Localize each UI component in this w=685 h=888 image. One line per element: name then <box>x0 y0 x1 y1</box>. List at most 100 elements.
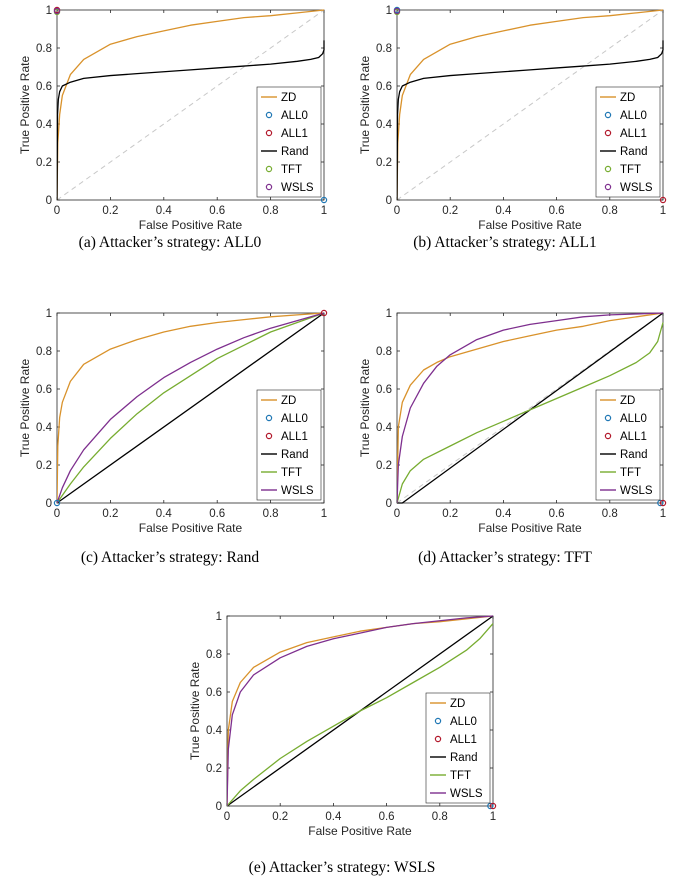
panel-caption: (d) Attacker’s strategy: TFT <box>418 549 592 566</box>
y-tick-label: 0.8 <box>376 43 392 55</box>
x-axis-label: False Positive Rate <box>478 218 582 232</box>
x-tick-label: 0.6 <box>209 508 225 520</box>
series-point-all0 <box>320 196 328 204</box>
legend-label-tft: TFT <box>620 467 641 479</box>
chart-panel-2: 0 0.2 0.4 0.6 0.8 1 0 0.2 0.4 0.6 0.8 1 False Positi… <box>358 5 666 251</box>
legend-label-all1: ALL1 <box>281 431 308 443</box>
chance-diagonal <box>56 9 325 201</box>
x-tick-label: 0.4 <box>495 508 512 520</box>
legend-box <box>256 86 322 198</box>
legend: ZD ALL0 ALL1 Rand TFT WSLS <box>256 86 322 198</box>
x-tick-label: 0.4 <box>156 508 173 520</box>
legend-label-tft: TFT <box>281 164 302 176</box>
legend-label-all1: ALL1 <box>620 431 647 443</box>
y-tick-label: 0.6 <box>376 384 392 396</box>
legend-label-zd: ZD <box>281 395 296 407</box>
series-point-all1 <box>320 309 328 317</box>
series-line-rand <box>397 40 664 201</box>
chart-panel-3: 0 0.2 0.4 0.6 0.8 1 0 0.2 0.4 0.6 0.8 1 False Positi… <box>18 308 327 566</box>
legend-swatch-all1 <box>604 432 612 440</box>
legend-swatch-all0 <box>434 717 442 725</box>
y-tick-label: 0.8 <box>206 649 222 661</box>
series-line-zd <box>397 9 664 201</box>
legend-label-zd: ZD <box>450 698 465 710</box>
legend-label-all0: ALL0 <box>620 413 647 425</box>
y-tick-label: 0.6 <box>36 81 52 93</box>
x-tick-label: 0 <box>54 205 60 217</box>
x-axis-label: False Positive Rate <box>478 521 582 535</box>
legend-label-tft: TFT <box>620 164 641 176</box>
plot-area <box>57 312 325 504</box>
x-tick-label: 0.4 <box>495 205 512 217</box>
y-tick-label: 0.2 <box>376 157 392 169</box>
x-axis-label: False Positive Rate <box>139 218 243 232</box>
x-tick-label: 1 <box>660 508 666 520</box>
legend: ZD ALL0 ALL1 Rand TFT WSLS <box>425 692 491 804</box>
chance-diagonal <box>396 9 664 201</box>
legend-swatch-wsls <box>265 183 273 191</box>
x-tick-label: 1 <box>660 205 666 217</box>
legend-label-wsls: WSLS <box>281 182 314 194</box>
y-tick-label: 1 <box>46 308 52 320</box>
legend-label-tft: TFT <box>450 770 471 782</box>
legend-box <box>595 389 661 501</box>
y-tick-label: 1 <box>216 611 222 623</box>
panel-caption: (b) Attacker’s strategy: ALL1 <box>413 234 597 251</box>
legend-label-wsls: WSLS <box>620 485 653 497</box>
chart-panel-5: 0 0.2 0.4 0.6 0.8 1 0 0.2 0.4 0.6 0.8 1 False Positi… <box>188 611 496 876</box>
x-tick-label: 1 <box>490 811 496 823</box>
chart-panel-1: 0 0.2 0.4 0.6 0.8 1 0 0.2 0.4 0.6 0.8 1 False Positi… <box>18 5 327 251</box>
y-tick-label: 0.8 <box>376 346 392 358</box>
legend: ZD ALL0 ALL1 Rand TFT WSLS <box>595 86 661 198</box>
y-tick-label: 0.6 <box>36 384 52 396</box>
x-tick-label: 0.2 <box>442 508 458 520</box>
y-tick-label: 0.4 <box>206 725 223 737</box>
legend-swatch-all1 <box>604 129 612 137</box>
legend-label-all0: ALL0 <box>281 110 308 122</box>
legend-swatch-tft <box>265 165 273 173</box>
x-tick-label: 0.2 <box>442 205 458 217</box>
y-tick-label: 0.4 <box>376 119 393 131</box>
series-line-rand <box>397 312 664 504</box>
x-tick-label: 0 <box>224 811 230 823</box>
series-point-all1 <box>659 499 667 507</box>
y-tick-label: 0 <box>386 498 392 510</box>
y-tick-label: 0.2 <box>206 763 222 775</box>
y-axis-label: True Positive Rate <box>18 56 32 155</box>
y-tick-label: 0 <box>46 498 52 510</box>
x-tick-label: 0.6 <box>549 205 565 217</box>
plot-area <box>397 312 664 504</box>
x-axis-label: False Positive Rate <box>139 521 243 535</box>
legend-label-all0: ALL0 <box>281 413 308 425</box>
x-tick-label: 0.6 <box>209 205 225 217</box>
x-tick-label: 0.2 <box>102 205 118 217</box>
legend-label-rand: Rand <box>281 146 309 158</box>
legend-label-zd: ZD <box>281 92 296 104</box>
x-tick-label: 0.4 <box>325 811 342 823</box>
x-tick-label: 0.6 <box>379 811 395 823</box>
plot-area <box>57 9 325 201</box>
series-point-all0 <box>657 499 664 507</box>
legend-swatch-all0 <box>265 111 273 119</box>
y-tick-label: 1 <box>386 5 392 17</box>
x-tick-label: 0.2 <box>272 811 288 823</box>
panel-caption: (c) Attacker’s strategy: Rand <box>81 549 260 566</box>
legend-label-wsls: WSLS <box>620 182 653 194</box>
legend-swatch-tft <box>604 165 612 173</box>
x-tick-label: 0.4 <box>156 205 173 217</box>
x-tick-label: 0.8 <box>263 205 279 217</box>
legend-label-rand: Rand <box>281 449 309 461</box>
x-tick-label: 0.8 <box>263 508 279 520</box>
legend-label-zd: ZD <box>620 395 635 407</box>
y-tick-label: 0.4 <box>36 119 53 131</box>
legend-label-all1: ALL1 <box>620 128 647 140</box>
series-line-zd <box>57 9 325 201</box>
legend: ZD ALL0 ALL1 Rand TFT WSLS <box>256 389 322 501</box>
y-tick-label: 0.4 <box>36 422 53 434</box>
x-tick-label: 0 <box>54 508 60 520</box>
legend-label-all0: ALL0 <box>620 110 647 122</box>
series-line-tft <box>57 312 325 504</box>
y-axis-label: True Positive Rate <box>358 359 372 458</box>
plot-area <box>227 615 494 807</box>
legend-swatch-all1 <box>434 735 442 743</box>
